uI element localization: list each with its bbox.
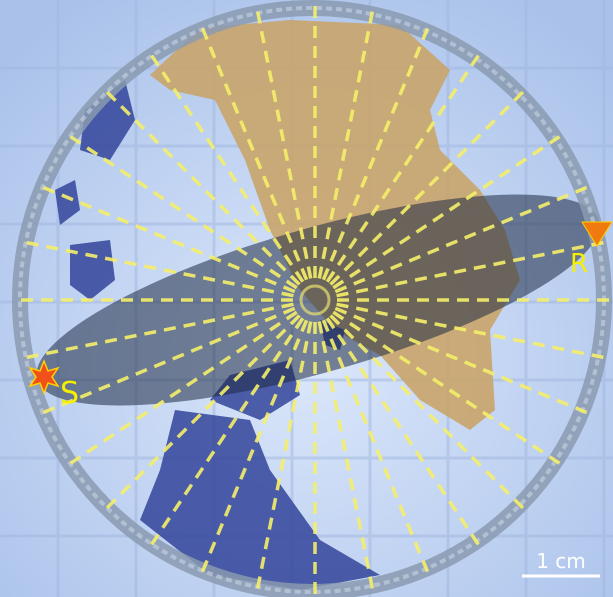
ray: [64, 310, 298, 469]
blue-blob: [140, 410, 380, 590]
ray: [101, 314, 301, 514]
source-marker: [28, 358, 60, 396]
ray-group: [15, 0, 613, 597]
ray: [332, 310, 566, 469]
ray: [64, 131, 298, 290]
ray: [146, 317, 305, 551]
blue-blob: [55, 180, 80, 225]
ray: [329, 86, 529, 286]
ray: [146, 49, 305, 283]
ray: [198, 319, 309, 578]
blue-blob: [80, 80, 135, 160]
ray: [254, 321, 313, 595]
scale-bar-label: 1 cm: [536, 549, 586, 573]
ray: [317, 321, 376, 595]
ray: [20, 239, 294, 298]
ray: [254, 5, 313, 279]
center-mark: [299, 284, 331, 316]
ray: [334, 306, 593, 417]
ray: [325, 317, 484, 551]
ray: [336, 239, 610, 298]
ray: [37, 183, 296, 294]
ray: [321, 319, 432, 578]
source-label: S: [60, 376, 79, 411]
ray: [317, 5, 376, 279]
ray: [321, 22, 432, 281]
ray: [334, 183, 593, 294]
ray: [336, 302, 610, 361]
ray: [20, 302, 294, 361]
ellipse-region: [36, 194, 600, 406]
ray: [332, 131, 566, 290]
ray: [37, 306, 296, 417]
receiver-marker: [581, 221, 613, 247]
ray: [101, 86, 301, 286]
ray: [325, 49, 484, 283]
blue-blob: [70, 240, 115, 300]
ray: [329, 314, 529, 514]
receiver-label: R: [570, 249, 588, 279]
ray: [198, 22, 309, 281]
